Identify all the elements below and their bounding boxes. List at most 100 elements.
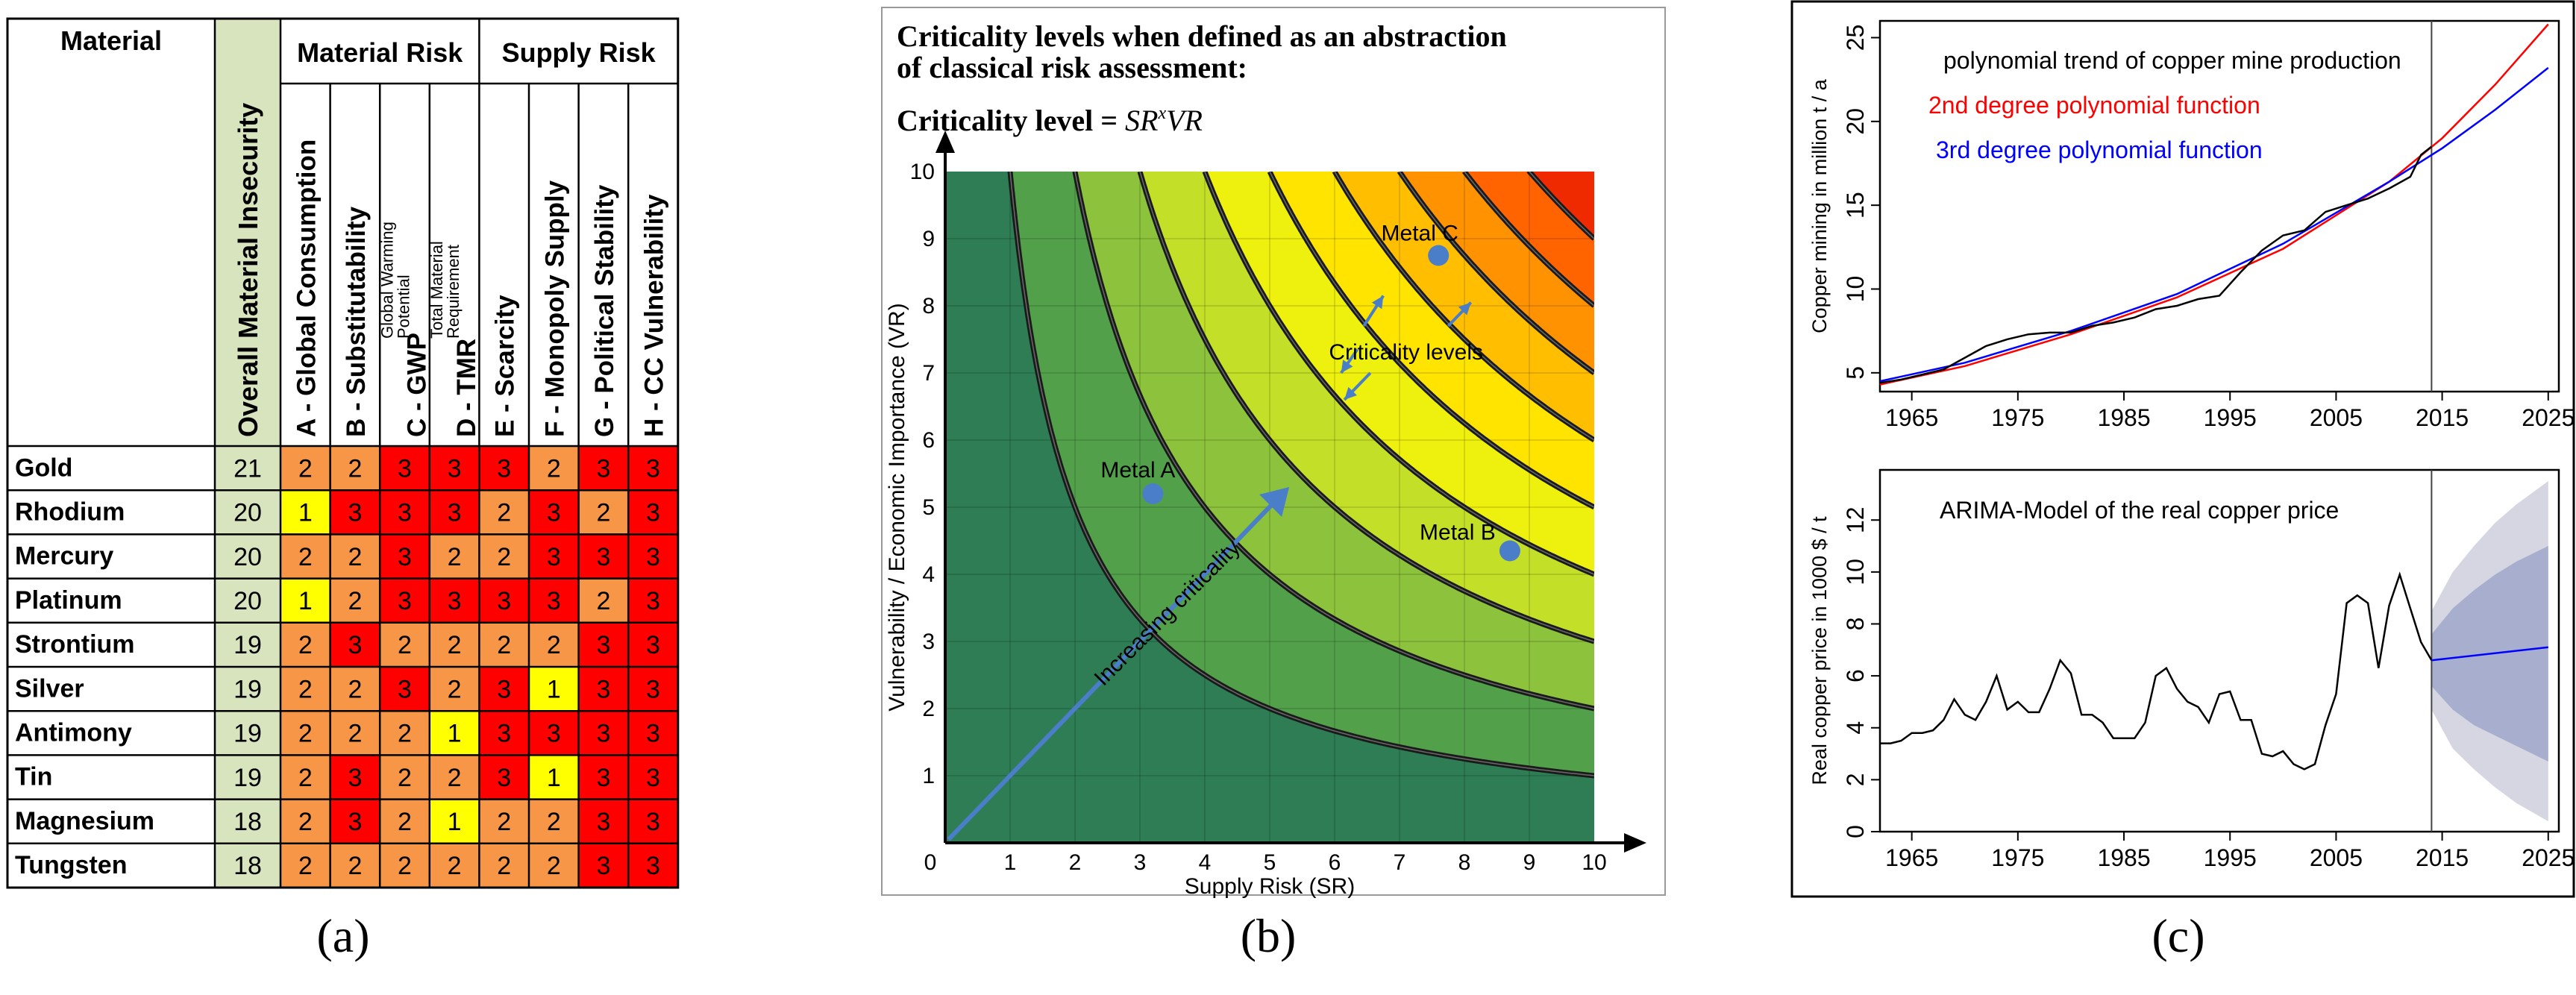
risk-cell <box>479 843 529 888</box>
row-name: Mercury <box>15 542 113 571</box>
overall-value: 19 <box>234 675 262 703</box>
risk-value: 2 <box>348 587 362 615</box>
formula-label: Criticality level = <box>897 104 1125 137</box>
row-name-cell <box>7 446 215 491</box>
x-tick-label: 1995 <box>2204 844 2257 871</box>
risk-value: 3 <box>398 499 412 527</box>
risk-cell <box>380 490 430 535</box>
criticality-levels-label: Criticality levels <box>1329 340 1483 365</box>
row-name-cell <box>7 667 215 712</box>
x-tick-label: 1995 <box>2204 404 2257 431</box>
contour-line <box>1007 172 1594 779</box>
x-tick-label: 2015 <box>2416 844 2469 871</box>
risk-value: 2 <box>448 543 462 571</box>
risk-value: 3 <box>398 587 412 615</box>
row-name: Tungsten <box>15 851 127 879</box>
risk-value: 2 <box>348 720 362 748</box>
table-grid <box>6 17 680 889</box>
risk-cell <box>628 799 678 844</box>
contour-line <box>1332 172 1594 442</box>
risk-cell <box>281 711 330 756</box>
risk-cell <box>578 446 629 491</box>
risk-value: 3 <box>547 720 561 748</box>
criticality-arrow <box>947 496 1280 841</box>
contour-line <box>1267 172 1594 510</box>
risk-cell <box>628 534 678 579</box>
overall-value: 19 <box>234 631 262 659</box>
row-name: Silver <box>15 674 84 703</box>
overall-value: 18 <box>234 852 262 880</box>
panel-label-c: (c) <box>2152 909 2205 962</box>
row-name: Tin <box>15 763 52 791</box>
row-name: Platinum <box>15 586 122 615</box>
risk-cell <box>380 446 430 491</box>
risk-value: 2 <box>298 808 313 836</box>
row-name-cell <box>7 578 215 623</box>
overall-cell <box>215 446 281 491</box>
risk-cell <box>529 534 579 579</box>
risk-cell <box>578 843 629 888</box>
risk-value: 2 <box>298 852 313 880</box>
x-tick-label: 8 <box>1458 850 1471 875</box>
formula-vr: VR <box>1166 104 1203 137</box>
x-tick-label: 2015 <box>2416 404 2469 431</box>
risk-value: 3 <box>398 675 412 703</box>
risk-value: 2 <box>497 631 511 659</box>
overall-cell <box>215 843 281 888</box>
risk-value: 2 <box>497 808 511 836</box>
overall-cell <box>215 799 281 844</box>
x-tick-label: 3 <box>1134 850 1147 875</box>
risk-value: 3 <box>348 499 362 527</box>
y-tick-label: 10 <box>910 160 935 184</box>
y-tick-label: 5 <box>922 495 935 520</box>
x-tick-label: 1985 <box>2097 844 2150 871</box>
risk-value: 3 <box>448 454 462 483</box>
risk-cell <box>281 534 330 579</box>
contour-line <box>1137 172 1594 644</box>
risk-value: 3 <box>497 454 511 483</box>
formula-sr: SR <box>1125 104 1158 137</box>
contour-line <box>1461 172 1594 308</box>
top-chart-title: polynomial trend of copper mine producti… <box>1943 47 2401 74</box>
risk-value: 2 <box>298 543 313 571</box>
x-tick-label: 4 <box>1199 850 1212 875</box>
contour-line-inner <box>1009 172 1594 776</box>
row-name: Rhodium <box>15 498 125 526</box>
risk-value: 2 <box>448 852 462 880</box>
risk-value: 2 <box>497 499 511 527</box>
x-tick-label: 1975 <box>1991 404 2044 431</box>
overall-header: Overall Material Insecurity <box>233 103 263 437</box>
risk-value: 3 <box>646 454 660 483</box>
risk-cell <box>529 843 579 888</box>
risk-value: 3 <box>596 631 610 659</box>
risk-cell <box>281 799 330 844</box>
x-axis-arrow <box>1624 833 1646 853</box>
risk-value: 3 <box>547 499 561 527</box>
series-line <box>1879 66 2549 383</box>
risk-value: 3 <box>497 587 511 615</box>
x-axis-label: Supply Risk (SR) <box>1185 874 1355 899</box>
risk-cell <box>429 843 480 888</box>
risk-value: 3 <box>497 720 511 748</box>
legend-2nd-degree: 2nd degree polynomial function <box>1928 92 2260 119</box>
risk-cell <box>529 755 579 800</box>
material-header: Material <box>60 25 162 56</box>
risk-value: 2 <box>348 454 362 483</box>
y-tick-label: 6 <box>1842 669 1869 682</box>
metal-label: Metal C <box>1382 222 1458 246</box>
risk-value: 2 <box>596 499 610 527</box>
risk-cell <box>330 622 380 667</box>
risk-value: 2 <box>398 764 412 792</box>
risk-value: 2 <box>298 675 313 703</box>
risk-cell <box>479 667 529 712</box>
contour-line <box>1072 172 1594 712</box>
risk-value: 2 <box>547 631 561 659</box>
overall-value: 20 <box>234 543 262 571</box>
risk-value: 2 <box>348 543 362 571</box>
risk-cell <box>380 799 430 844</box>
row-name: Strontium <box>15 630 135 659</box>
risk-value: 1 <box>448 808 462 836</box>
risk-cell <box>330 755 380 800</box>
overall-cell <box>215 578 281 623</box>
risk-cell <box>578 490 629 535</box>
